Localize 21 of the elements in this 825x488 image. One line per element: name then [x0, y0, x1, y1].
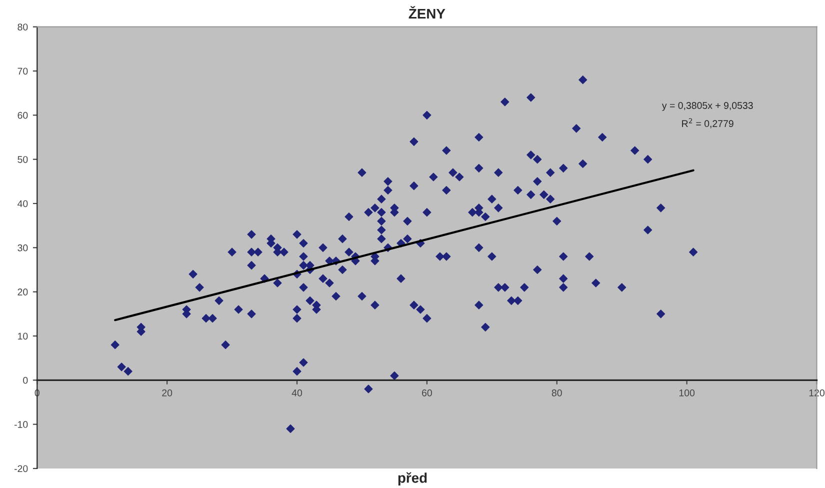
y-tick-label: 60 — [18, 112, 28, 119]
x-tick-label: 20 — [162, 389, 172, 396]
annotation: y = 0,3805x + 9,0533 — [662, 102, 753, 111]
x-tick-label: 100 — [679, 389, 695, 396]
y-tick-label: 10 — [18, 332, 28, 340]
annotation: R$^{2}$ = 0,2779 — [682, 118, 734, 128]
y-tick-label: 0 — [23, 376, 28, 384]
y-tick-label: 20 — [18, 288, 28, 296]
x-tick-label: 60 — [422, 389, 432, 396]
x-tick-label: 80 — [552, 389, 562, 396]
x-tick-label: 120 — [809, 389, 824, 396]
y-tick-label: 30 — [18, 244, 28, 252]
x-axis-title: před — [398, 472, 427, 486]
x-tick-label: 40 — [292, 389, 302, 396]
y-tick-label: 70 — [18, 68, 28, 75]
y-tick-label: 40 — [18, 200, 28, 208]
y-tick-label: -10 — [14, 421, 28, 428]
y-tick-label: 50 — [18, 156, 28, 163]
chart-title: ŽENY — [408, 6, 446, 19]
y-tick-label: 80 — [18, 24, 28, 30]
y-tick-label: -20 — [14, 465, 28, 472]
